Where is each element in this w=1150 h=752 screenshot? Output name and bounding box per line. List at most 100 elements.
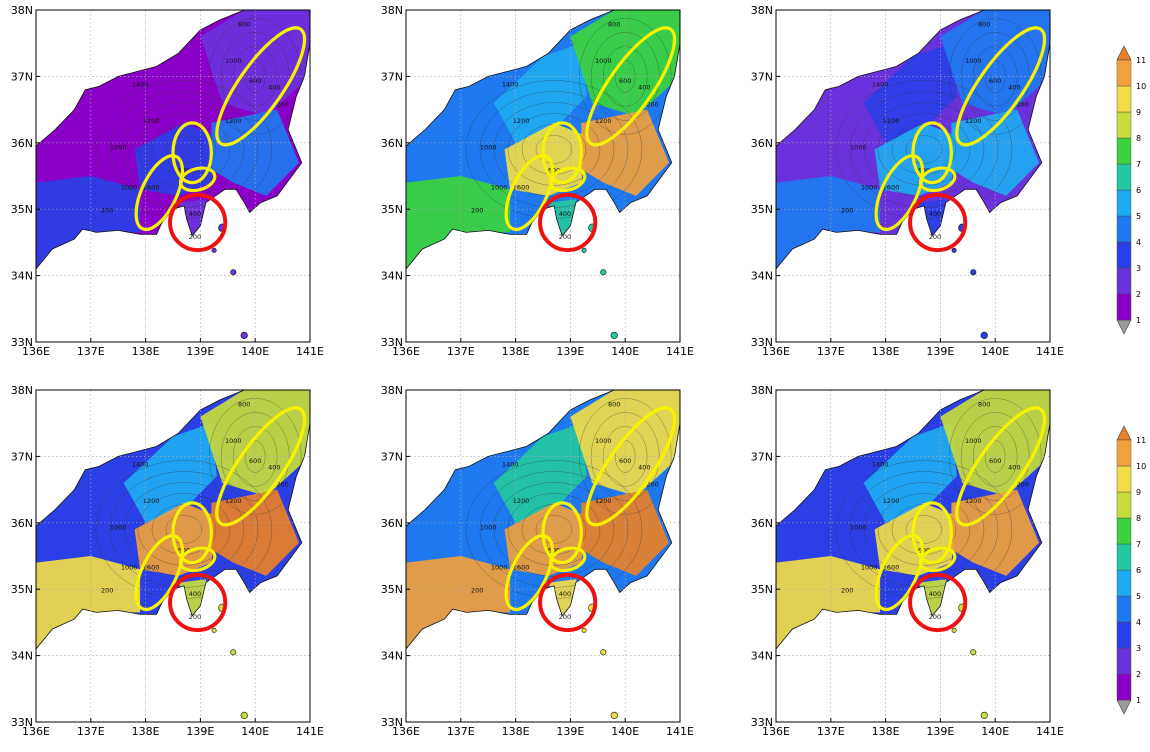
contour-label: 1000 <box>110 523 127 531</box>
field-zone <box>36 76 124 183</box>
contour-label: 1400 <box>132 80 149 88</box>
colorbar-label: 2 <box>1136 290 1141 299</box>
x-tick-label: 137E <box>817 725 845 738</box>
colorbar-segment <box>1116 59 1132 87</box>
y-tick-label: 37N <box>11 70 33 83</box>
x-tick-label: 138E <box>502 725 530 738</box>
contour-label: 1200 <box>595 497 612 505</box>
highlight-ellipse <box>134 534 185 612</box>
contour-label: 200 <box>189 613 201 621</box>
colorbar-segment <box>1116 293 1132 321</box>
contour-line <box>877 113 971 186</box>
colorbar-segment <box>1116 465 1132 493</box>
x-tick-label: 140E <box>241 345 269 358</box>
contour-label: 1600 <box>513 183 530 191</box>
contour-label: 1200 <box>513 497 530 505</box>
y-tick-label: 36N <box>11 517 33 530</box>
x-tick-label: 136E <box>22 345 50 358</box>
x-tick-label: 138E <box>132 345 160 358</box>
highlight-ellipse <box>541 501 583 565</box>
x-tick-label: 140E <box>981 725 1009 738</box>
highlight-circle <box>538 572 598 633</box>
field-zone <box>581 109 669 196</box>
y-tick-label: 33N <box>751 716 773 729</box>
island <box>610 331 618 339</box>
island <box>211 627 217 633</box>
contour-label: 200 <box>276 100 288 108</box>
y-tick-label: 35N <box>751 583 773 596</box>
contour-label: 1200 <box>143 497 160 505</box>
contour-label: 400 <box>559 210 571 218</box>
contour-label: 600 <box>619 77 631 85</box>
highlight-ellipse <box>134 154 185 232</box>
contour-line <box>507 113 601 186</box>
colorbar-top: 1 2 3 4 5 6 7 8 9 10 11 <box>1112 40 1150 340</box>
island <box>581 627 587 633</box>
x-tick-label: 141E <box>1036 725 1064 738</box>
x-tick-label: 137E <box>447 725 475 738</box>
y-tick-label: 34N <box>381 650 403 663</box>
highlight-ellipse <box>918 166 957 193</box>
island <box>240 711 248 719</box>
contour-label: 200 <box>1016 480 1028 488</box>
field-zone <box>406 76 494 183</box>
colorbar-segment <box>1116 595 1132 623</box>
colorbar-segment <box>1116 215 1132 243</box>
colorbar-segment <box>1116 673 1132 701</box>
map-panel-r1c1: 1400 1200 1000 1600 1000 800 1000 600 400 200 1200… <box>0 0 340 372</box>
map-panel-r2c2: 1400 1200 1000 1600 1000 800 1000 600 400 200 1200… <box>370 380 710 752</box>
x-tick-label: 138E <box>872 345 900 358</box>
x-tick-label: 141E <box>666 345 694 358</box>
island <box>581 247 587 253</box>
contour-label: 800 <box>978 401 990 409</box>
colorbar-segment <box>1116 241 1132 269</box>
island <box>951 627 957 633</box>
highlight-ellipse <box>215 26 307 147</box>
contour-label: 1200 <box>225 497 242 505</box>
highlight-ellipse <box>955 26 1047 147</box>
contour-label: 1000 <box>121 563 138 571</box>
contour-label: 1000 <box>965 437 982 445</box>
colorbar-segment <box>1116 111 1132 139</box>
contour-line <box>507 493 601 566</box>
contour-label: 600 <box>619 457 631 465</box>
x-tick-label: 139E <box>556 725 584 738</box>
colorbar-segment <box>1116 621 1132 649</box>
contour-label: 1600 <box>513 563 530 571</box>
contour-label: 1200 <box>143 117 160 125</box>
x-tick-label: 136E <box>762 345 790 358</box>
highlight-ellipse <box>911 121 953 185</box>
field-zone <box>493 423 587 523</box>
x-tick-label: 139E <box>186 345 214 358</box>
contour-label: 1200 <box>965 117 982 125</box>
y-tick-label: 35N <box>11 583 33 596</box>
y-tick-label: 35N <box>381 583 403 596</box>
contour-label: 1400 <box>872 80 889 88</box>
highlight-ellipse <box>911 501 953 565</box>
y-tick-label: 33N <box>381 716 403 729</box>
map-panel-r1c2: 1400 1200 1000 1600 1000 800 1000 600 400 200 1200… <box>370 0 710 372</box>
contour-label: 400 <box>638 464 650 472</box>
highlight-circle <box>908 572 968 633</box>
x-tick-label: 137E <box>817 345 845 358</box>
highlight-ellipse <box>541 121 583 185</box>
contour-label: 1200 <box>513 117 530 125</box>
field-zone <box>863 43 957 143</box>
x-tick-label: 138E <box>872 725 900 738</box>
contour-label: 1600 <box>883 563 900 571</box>
contour-label: 200 <box>646 480 658 488</box>
contour-label: 1200 <box>225 117 242 125</box>
contour-label: 1200 <box>883 497 900 505</box>
x-tick-label: 140E <box>611 725 639 738</box>
x-tick-label: 136E <box>22 725 50 738</box>
highlight-ellipse <box>874 154 925 232</box>
y-tick-label: 35N <box>381 203 403 216</box>
contour-line <box>137 493 231 566</box>
colorbar-label: 8 <box>1136 134 1141 143</box>
contour-line <box>535 135 573 164</box>
colorbar-label: 9 <box>1136 108 1141 117</box>
colorbar-min-arrow <box>1116 699 1132 715</box>
contour-label: 1000 <box>480 143 497 151</box>
colorbar-label: 9 <box>1136 488 1141 497</box>
map-panel-r1c3: 1400 1200 1000 1600 1000 800 1000 600 400 200 1200… <box>740 0 1080 372</box>
